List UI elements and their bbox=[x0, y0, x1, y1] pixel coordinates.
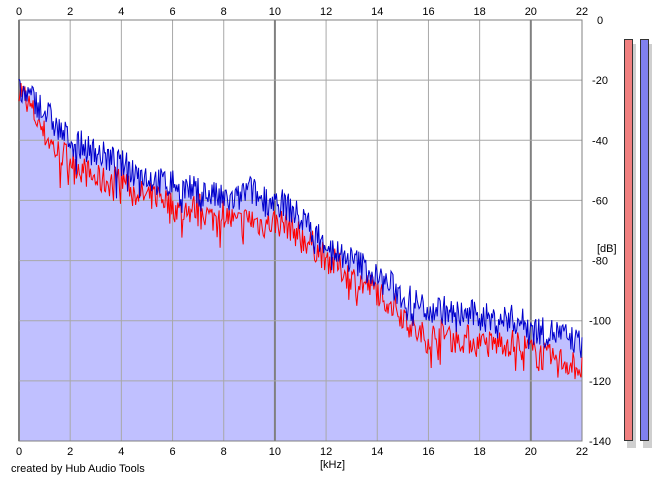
y-tick-label: -20 bbox=[592, 75, 608, 87]
x-tick-label-bottom: 20 bbox=[525, 446, 537, 458]
y-tick-label: 0 bbox=[597, 15, 603, 27]
x-tick-label-top: 0 bbox=[16, 6, 22, 18]
x-tick-label-bottom: 22 bbox=[576, 446, 588, 458]
x-axis-label: [kHz] bbox=[320, 459, 345, 471]
x-tick-label-top: 12 bbox=[320, 6, 332, 18]
level-meter-left bbox=[624, 39, 633, 441]
x-tick-label-top: 10 bbox=[269, 6, 281, 18]
x-tick-label-bottom: 16 bbox=[422, 446, 434, 458]
series-line-right bbox=[18, 78, 583, 358]
x-tick-label-bottom: 10 bbox=[269, 446, 281, 458]
x-tick-label-top: 4 bbox=[118, 6, 124, 18]
x-tick-label-bottom: 6 bbox=[169, 446, 175, 458]
x-tick-label-top: 8 bbox=[221, 6, 227, 18]
grid bbox=[18, 19, 583, 442]
spectrum-area bbox=[19, 79, 582, 441]
y-tick-label: -100 bbox=[589, 316, 611, 328]
y-axis-label: [dB] bbox=[597, 243, 617, 255]
series-line-left bbox=[18, 82, 583, 380]
y-tick-label: -60 bbox=[592, 195, 608, 207]
x-tick-label-bottom: 0 bbox=[16, 446, 22, 458]
x-tick-label-bottom: 12 bbox=[320, 446, 332, 458]
x-axis-top-ticks: 0 2 4 6 8 10 12 14 16 18 20 22 bbox=[16, 6, 588, 18]
level-meter-right bbox=[640, 39, 649, 441]
y-tick-label: -80 bbox=[592, 256, 608, 268]
x-tick-label-bottom: 4 bbox=[118, 446, 124, 458]
x-tick-label-bottom: 2 bbox=[67, 446, 73, 458]
x-tick-label-bottom: 8 bbox=[221, 446, 227, 458]
x-tick-label-top: 20 bbox=[525, 6, 537, 18]
plot-border bbox=[18, 19, 583, 442]
x-axis-bottom-ticks: 0 2 4 6 8 10 12 14 16 18 20 22 bbox=[16, 446, 588, 458]
x-tick-label-bottom: 18 bbox=[474, 446, 486, 458]
credit-text: created by Hub Audio Tools bbox=[11, 463, 145, 475]
x-tick-label-top: 22 bbox=[576, 6, 588, 18]
x-tick-label-bottom: 14 bbox=[371, 446, 383, 458]
x-tick-label-top: 6 bbox=[169, 6, 175, 18]
x-tick-label-top: 14 bbox=[371, 6, 383, 18]
series-lines bbox=[18, 78, 583, 380]
x-tick-label-top: 16 bbox=[422, 6, 434, 18]
x-tick-label-top: 2 bbox=[67, 6, 73, 18]
y-axis-ticks: 0 -20 -40 -60 -80 -100 -120 -140 bbox=[589, 15, 611, 448]
y-tick-label: -120 bbox=[589, 376, 611, 388]
y-tick-label: -40 bbox=[592, 135, 608, 147]
y-tick-label: -140 bbox=[589, 436, 611, 448]
spectrum-fill bbox=[19, 79, 582, 441]
x-tick-label-top: 18 bbox=[474, 6, 486, 18]
